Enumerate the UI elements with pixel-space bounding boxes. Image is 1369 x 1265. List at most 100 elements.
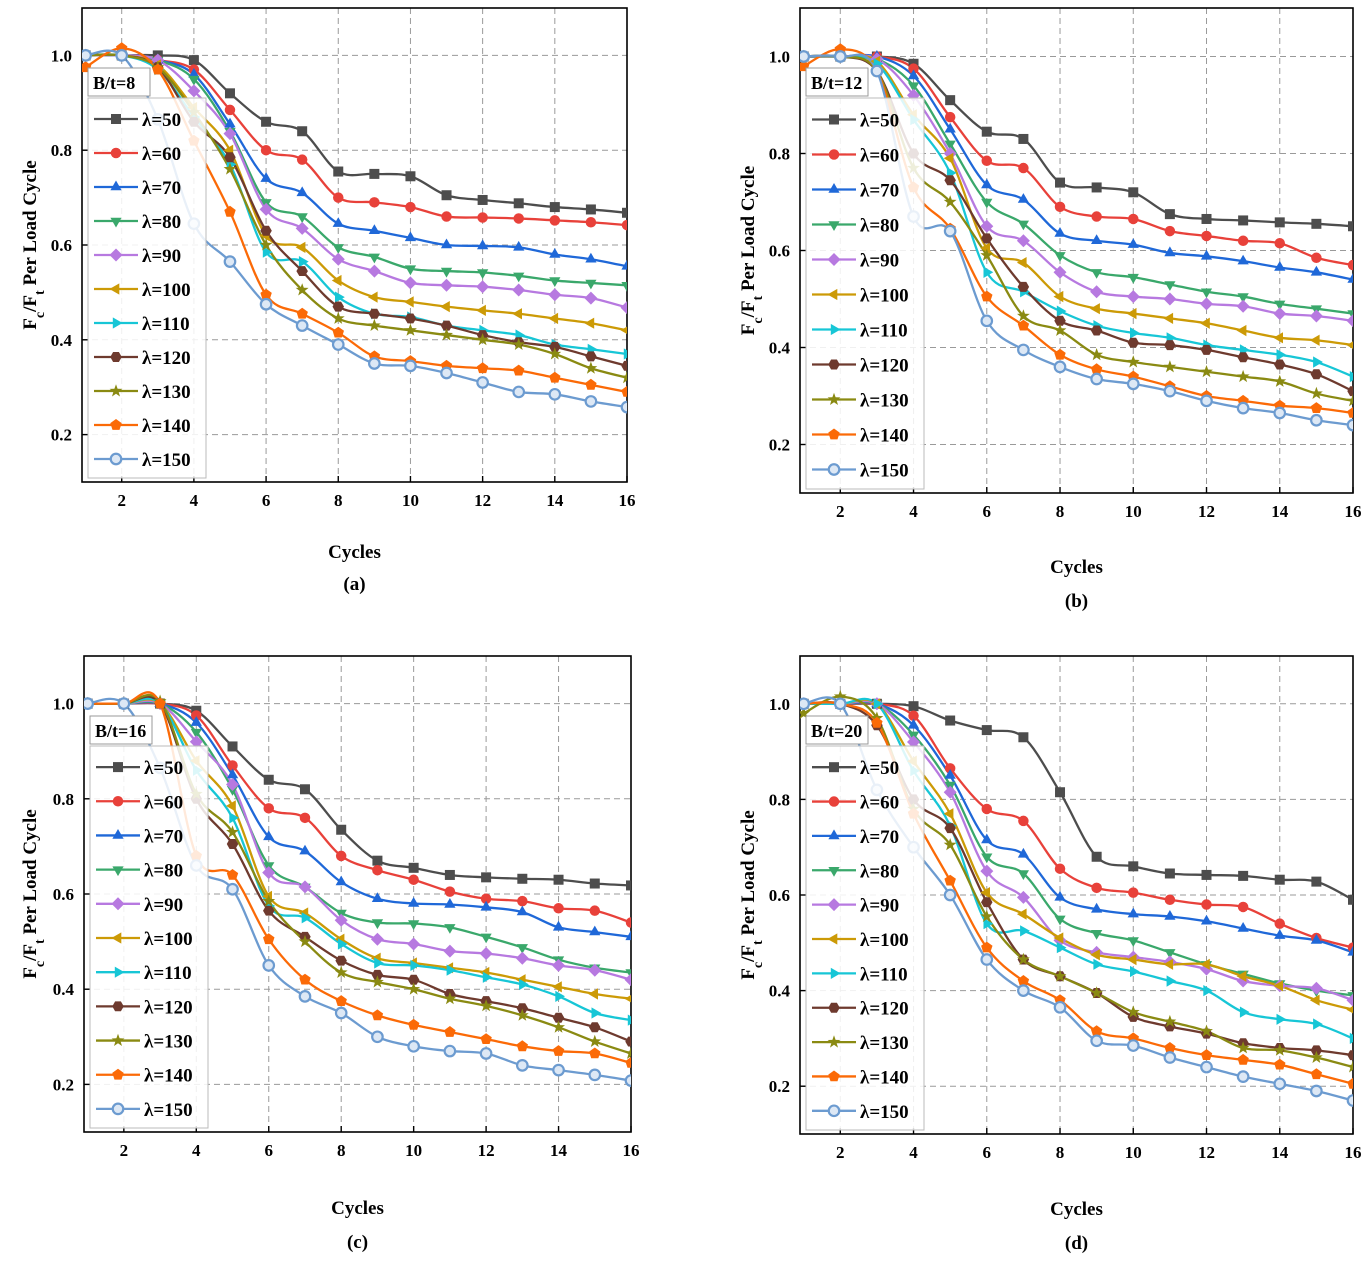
data-point [299, 784, 310, 795]
data-point [259, 297, 273, 311]
data-point [1273, 980, 1283, 992]
legend-label: λ=100 [142, 280, 191, 301]
data-point [944, 823, 956, 834]
data-point [332, 244, 344, 254]
data-point [1126, 1005, 1140, 1018]
data-point [223, 162, 237, 175]
data-point [1274, 237, 1286, 249]
data-point [513, 240, 525, 251]
data-point [980, 219, 994, 233]
data-point [480, 893, 492, 905]
panel-caption: (a) [343, 574, 365, 595]
legend-label: λ=50 [860, 111, 899, 132]
data-point [944, 122, 956, 133]
data-point [1056, 942, 1067, 954]
data-point [1238, 870, 1249, 881]
legend-label: λ=80 [144, 861, 183, 882]
data-point [1053, 265, 1067, 279]
y-tick-label: 0.8 [53, 790, 74, 809]
data-point [1238, 215, 1249, 226]
x-tick-label: 8 [1056, 1143, 1065, 1162]
data-point [1127, 907, 1139, 918]
data-point [1054, 890, 1066, 901]
data-point [548, 387, 562, 401]
data-point [517, 895, 528, 907]
data-point [369, 168, 380, 179]
x-tick-label: 16 [1345, 1143, 1362, 1162]
data-point [367, 318, 381, 331]
data-point [331, 252, 345, 266]
data-point [1017, 975, 1030, 986]
data-point [1164, 340, 1176, 351]
series-line [803, 698, 1353, 1011]
legend-marker [110, 352, 122, 362]
data-point [1309, 994, 1320, 1006]
data-point [1054, 863, 1066, 874]
data-point [585, 351, 597, 362]
chart-svg: 2 4 6 8 10 12 14 16 0.2 0.4 0.6 0.8 1.0 Cycles Fc/Ft P… [738, 7, 1362, 612]
data-point [1127, 238, 1139, 248]
data-point [1053, 323, 1067, 336]
data-point [296, 266, 308, 276]
data-point [154, 697, 166, 709]
legend-marker [114, 966, 125, 978]
data-point [621, 259, 627, 270]
data-point [800, 706, 811, 719]
data-point [152, 63, 164, 75]
data-point [1128, 861, 1139, 872]
data-point [620, 301, 627, 315]
x-tick-label: 16 [1345, 502, 1362, 521]
data-point [1017, 870, 1029, 880]
data-point [407, 982, 421, 995]
data-point [1017, 984, 1030, 997]
data-point [620, 371, 627, 384]
data-point [479, 947, 493, 960]
data-point [588, 1068, 602, 1082]
data-point [371, 969, 384, 980]
data-point [336, 824, 347, 835]
data-point [1200, 958, 1210, 970]
series-line [803, 697, 1353, 1040]
data-point [1163, 292, 1177, 306]
data-point [480, 1033, 492, 1044]
legend-label: λ=60 [144, 792, 183, 813]
x-tick-label: 12 [1198, 502, 1215, 521]
data-point [441, 190, 452, 201]
data-point [404, 323, 417, 336]
data-point [833, 689, 847, 703]
legend-marker [112, 1001, 124, 1012]
data-point [224, 152, 236, 163]
data-point [367, 264, 381, 278]
chart-panel-a: 2 4 6 8 10 12 14 16 0.2 0.4 0.6 0.8 1.0 Cycles Fc/Ft P… [0, 0, 651, 617]
data-point [589, 878, 600, 889]
data-point [260, 288, 272, 300]
data-point [227, 741, 238, 752]
y-tick-label: 1.0 [53, 695, 74, 714]
data-point [512, 283, 526, 297]
data-point [188, 55, 199, 66]
chart-panel-b: 2 4 6 8 10 12 14 16 0.2 0.4 0.6 0.8 1.0 Cycles Fc/Ft P… [718, 0, 1369, 617]
data-point [226, 839, 239, 849]
data-point [481, 872, 492, 883]
data-point [480, 933, 492, 944]
data-point [588, 988, 598, 1000]
legend-marker [828, 428, 840, 440]
data-point [1346, 1060, 1353, 1073]
data-point [1347, 310, 1353, 321]
legend-label: λ=50 [142, 110, 181, 131]
data-point [1200, 914, 1213, 925]
series-line [803, 54, 1353, 315]
data-point [1163, 360, 1177, 373]
data-point [623, 348, 627, 360]
data-point [1310, 1045, 1323, 1056]
data-point [625, 1057, 631, 1068]
data-point [1130, 965, 1140, 978]
data-point [1310, 413, 1323, 427]
series-line [85, 53, 627, 214]
legend-marker [111, 932, 122, 944]
data-point [440, 278, 453, 292]
data-point [1309, 309, 1323, 323]
x-axis-title: Cycles [328, 542, 381, 563]
data-point [1018, 732, 1029, 743]
legend: λ=50 λ=60 λ=70 λ=80 λ=90 λ=100 λ=110 λ=120 λ=130… [89, 745, 209, 1129]
